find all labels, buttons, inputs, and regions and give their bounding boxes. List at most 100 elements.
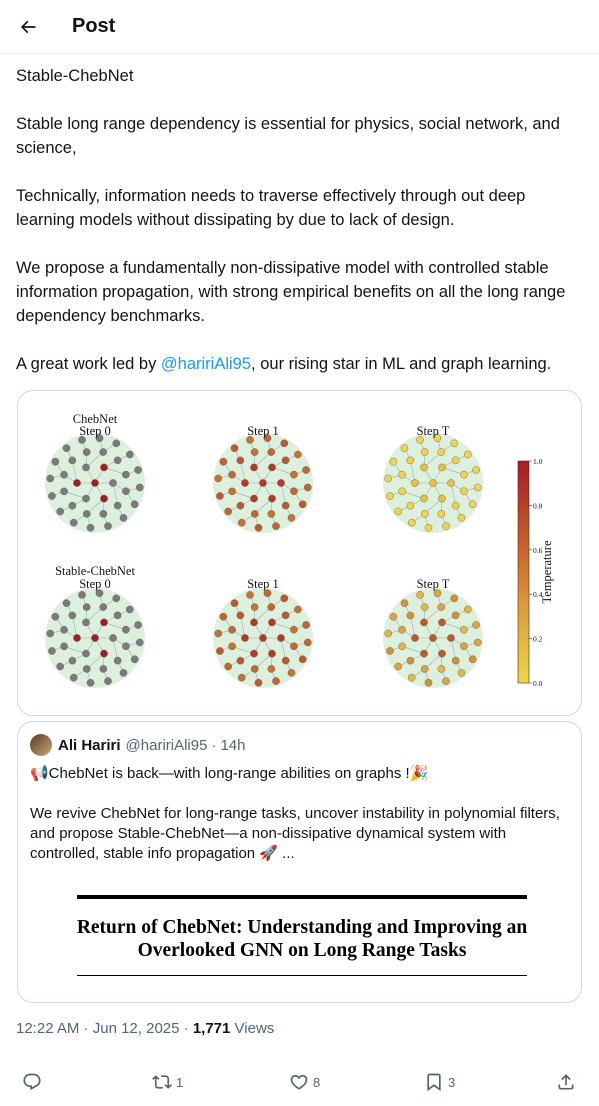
graph-node: [302, 466, 309, 473]
quoted-author-handle[interactable]: @haririAli95: [126, 737, 208, 754]
graph-node: [251, 510, 258, 517]
like-button[interactable]: 8: [289, 1062, 320, 1102]
graph-node: [100, 464, 107, 471]
graph-node: [216, 492, 223, 499]
graph-panel: [383, 433, 483, 533]
graph-node: [136, 639, 143, 646]
graph-node: [47, 475, 54, 482]
graph-node: [241, 634, 248, 641]
graph-node: [290, 643, 297, 650]
graph-node: [451, 595, 458, 602]
graph-node: [70, 519, 77, 526]
graph-node: [104, 522, 111, 529]
graph-node: [216, 647, 223, 654]
graph-node: [386, 492, 393, 499]
step-label: Step 0: [79, 424, 111, 438]
graph-node: [474, 484, 481, 491]
graph-node: [452, 657, 459, 664]
post-paragraph: Technically, information needs to traver…: [16, 184, 586, 232]
graph-node: [390, 613, 397, 620]
graph-node: [268, 603, 275, 610]
graph-panel: [45, 588, 145, 688]
post-date[interactable]: Jun 12, 2025: [93, 1020, 180, 1037]
graph-node: [114, 502, 121, 509]
bookmark-icon: [424, 1072, 444, 1092]
graph-node: [52, 458, 59, 465]
graph-node: [100, 619, 107, 626]
paper-top-rule: [77, 895, 527, 899]
reply-icon: [22, 1072, 42, 1092]
graph-node: [290, 488, 297, 495]
graph-node: [63, 600, 70, 607]
graph-node: [120, 514, 127, 521]
graph-node: [420, 495, 427, 502]
credit-text-before: A great work led by: [16, 355, 161, 373]
paper-bottom-rule: [77, 975, 527, 976]
graph-node: [82, 495, 89, 502]
graph-node: [229, 643, 236, 650]
graph-node: [122, 643, 129, 650]
graph-node: [57, 663, 64, 670]
graph-node: [246, 591, 253, 598]
graph-node: [122, 471, 129, 478]
graph-node: [225, 508, 232, 515]
colorbar: [518, 461, 529, 683]
share-button[interactable]: [556, 1062, 576, 1102]
graph-panel: [213, 433, 313, 533]
graph-node: [395, 508, 402, 515]
colorbar-tick-label: 0.8: [533, 501, 543, 510]
post-time[interactable]: 12:22 AM: [16, 1020, 79, 1037]
graph-node: [421, 449, 428, 456]
graph-node: [469, 501, 476, 508]
quoted-post[interactable]: Ali Hariri @haririAli95 · 14h 📢ChebNet i…: [17, 721, 582, 1003]
graph-node: [294, 606, 301, 613]
reply-button[interactable]: [22, 1062, 42, 1102]
post-paragraph: Stable-ChebNet: [16, 64, 586, 88]
graph-node: [290, 626, 297, 633]
quoted-author-name[interactable]: Ali Hariri: [58, 737, 121, 754]
colorbar-label: Temperature: [540, 540, 554, 603]
graph-node: [421, 510, 428, 517]
graph-node: [268, 448, 275, 455]
graph-node: [460, 471, 467, 478]
graph-node: [281, 440, 288, 447]
graph-node: [100, 495, 107, 502]
step-label: Step 1: [247, 577, 279, 591]
graph-node: [472, 466, 479, 473]
graph-node: [282, 502, 289, 509]
like-count: 8: [313, 1075, 320, 1090]
mention-link[interactable]: @haririAli95: [161, 355, 251, 373]
graph-node: [238, 519, 245, 526]
graph-node: [241, 479, 248, 486]
figure-image[interactable]: ChebNet Step 0 Step 1 Step T Stable-Cheb…: [17, 390, 582, 716]
graph-node: [69, 502, 76, 509]
back-button[interactable]: [10, 9, 46, 45]
graph-node: [282, 457, 289, 464]
graph-node: [126, 606, 133, 613]
graph-node: [114, 657, 121, 664]
avatar[interactable]: [30, 734, 52, 756]
share-icon: [556, 1072, 576, 1092]
graph-node: [100, 510, 107, 517]
bookmark-button[interactable]: 3: [424, 1062, 455, 1102]
post-metadata: 12:22 AM · Jun 12, 2025 · 1,771 Views: [16, 1020, 274, 1037]
separator-dot: ·: [211, 737, 216, 754]
graph-node: [134, 621, 141, 628]
graph-panel: [45, 433, 145, 533]
paper-title: Return of ChebNet: Understanding and Imp…: [58, 916, 546, 962]
graph-node: [268, 495, 275, 502]
graph-node: [231, 445, 238, 452]
graph-node: [302, 621, 309, 628]
graph-node: [100, 665, 107, 672]
graph-node: [229, 488, 236, 495]
graph-node: [48, 647, 55, 654]
separator-dot: ·: [179, 1020, 192, 1037]
graph-node: [416, 591, 423, 598]
page-title: Post: [72, 15, 115, 38]
graph-node: [447, 634, 454, 641]
quoted-post-time[interactable]: 14h: [220, 737, 245, 754]
graph-node: [268, 619, 275, 626]
graph-node: [386, 647, 393, 654]
retweet-button[interactable]: 1: [152, 1062, 183, 1102]
heart-icon: [289, 1072, 309, 1092]
